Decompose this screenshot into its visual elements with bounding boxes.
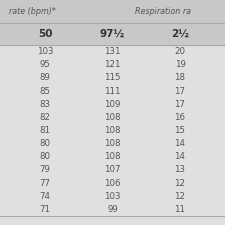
Text: 89: 89 [40,73,50,82]
Text: 121: 121 [104,60,121,69]
Text: 2½: 2½ [171,29,189,39]
Text: 77: 77 [40,179,50,188]
Text: 106: 106 [104,179,121,188]
Text: 79: 79 [40,165,50,174]
Text: 108: 108 [104,139,121,148]
Text: 15: 15 [175,126,185,135]
Text: 108: 108 [104,113,121,122]
Text: rate (bpm)*: rate (bpm)* [9,7,56,16]
Text: 103: 103 [37,47,53,56]
Text: 20: 20 [175,47,185,56]
Text: 50: 50 [38,29,52,39]
Text: 12: 12 [175,179,185,188]
Text: 13: 13 [175,165,185,174]
Text: Respiration ra: Respiration ra [135,7,191,16]
Text: 103: 103 [104,192,121,201]
Text: 74: 74 [40,192,50,201]
Text: 131: 131 [104,47,121,56]
Text: 14: 14 [175,139,185,148]
Text: 108: 108 [104,152,121,161]
Text: 71: 71 [40,205,50,214]
Text: 82: 82 [40,113,50,122]
Text: 111: 111 [104,87,121,96]
Text: 18: 18 [175,73,185,82]
Text: 80: 80 [40,139,50,148]
Text: 19: 19 [175,60,185,69]
Text: 107: 107 [104,165,121,174]
Text: 17: 17 [175,100,185,109]
Bar [0,0,225,45]
Text: 99: 99 [107,205,118,214]
Text: 108: 108 [104,126,121,135]
Text: 83: 83 [40,100,50,109]
Text: 85: 85 [40,87,50,96]
Text: 11: 11 [175,205,185,214]
Text: 12: 12 [175,192,185,201]
Text: 115: 115 [104,73,121,82]
Text: 97½: 97½ [100,29,125,39]
Text: 80: 80 [40,152,50,161]
Text: 109: 109 [104,100,121,109]
Text: 95: 95 [40,60,50,69]
Text: 14: 14 [175,152,185,161]
Text: 81: 81 [40,126,50,135]
Text: 16: 16 [175,113,185,122]
Text: 17: 17 [175,87,185,96]
